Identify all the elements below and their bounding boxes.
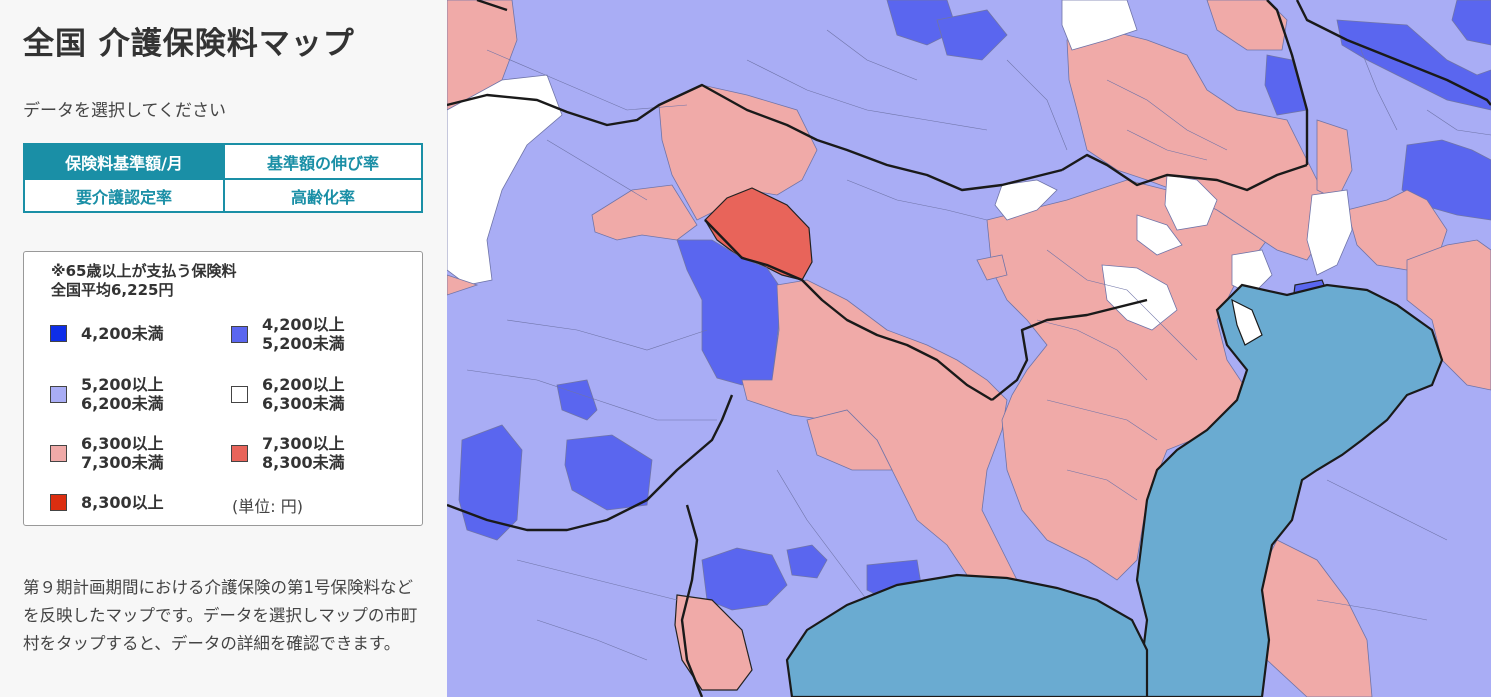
legend-item-label: 4,200未満 bbox=[81, 324, 164, 343]
municipality-region[interactable] bbox=[447, 274, 479, 296]
municipality-region[interactable] bbox=[1316, 119, 1353, 201]
legend-item: 4,200未満 bbox=[50, 324, 164, 343]
select-data-prompt: データを選択してください bbox=[23, 101, 226, 121]
legend-item-label: 6,300以上 7,300未満 bbox=[81, 434, 164, 472]
legend-swatch bbox=[50, 494, 67, 511]
municipality-region[interactable] bbox=[674, 594, 753, 691]
legend-item-label: 4,200以上 5,200未満 bbox=[262, 315, 345, 353]
municipality-region[interactable] bbox=[936, 9, 1008, 61]
municipality-region[interactable] bbox=[1061, 0, 1138, 51]
legend-swatch bbox=[50, 325, 67, 342]
municipality-region[interactable] bbox=[1066, 29, 1328, 261]
municipality-region[interactable] bbox=[806, 409, 893, 471]
sidebar: 全国 介護保険料マップ データを選択してください 保険料基準額/月 基準額の伸び… bbox=[0, 0, 447, 697]
municipality-region[interactable] bbox=[704, 187, 813, 281]
tokyo-bay bbox=[1135, 283, 1444, 697]
description: 第９期計画期間における介護保険の第1号保険料などを反映したマップです。データを選… bbox=[23, 578, 418, 653]
municipality-region[interactable] bbox=[1336, 19, 1491, 111]
municipality-region[interactable] bbox=[1264, 54, 1308, 116]
data-tabs: 保険料基準額/月 基準額の伸び率 要介護認定率 高齢化率 bbox=[23, 143, 423, 213]
legend-item: 5,200以上 6,200未満 bbox=[50, 375, 164, 413]
legend-swatch bbox=[231, 325, 248, 343]
municipality-region[interactable] bbox=[1346, 189, 1448, 271]
municipality-region[interactable] bbox=[786, 544, 828, 579]
legend-item-label: 5,200以上 6,200未満 bbox=[81, 375, 164, 413]
page-title: 全国 介護保険料マップ bbox=[23, 26, 355, 62]
municipality-region[interactable] bbox=[564, 434, 653, 511]
municipality-layer[interactable] bbox=[447, 0, 1491, 697]
tab-care-certification-rate[interactable]: 要介護認定率 bbox=[25, 178, 223, 211]
legend-item-label: 7,300以上 8,300未満 bbox=[262, 434, 345, 472]
legend-item: 6,200以上 6,300未満 bbox=[231, 375, 345, 413]
municipality-region[interactable] bbox=[658, 84, 818, 221]
tab-growth-rate[interactable]: 基準額の伸び率 bbox=[223, 145, 421, 178]
municipality-region[interactable] bbox=[1451, 0, 1491, 46]
map-canvas[interactable] bbox=[447, 0, 1491, 697]
legend-item-label: 6,200以上 6,300未満 bbox=[262, 375, 345, 413]
prefecture-borders bbox=[447, 0, 1491, 697]
legend-note-line2: 全国平均6,225円 bbox=[51, 281, 174, 299]
municipality-region[interactable] bbox=[1101, 264, 1178, 331]
municipality-region[interactable] bbox=[1231, 249, 1273, 296]
legend-swatch bbox=[231, 385, 248, 403]
legend: ※65歳以上が支払う保険料 全国平均6,225円 4,200未満 4,200以上… bbox=[23, 251, 423, 526]
legend-swatch bbox=[231, 444, 248, 462]
legend-item: 8,300以上 bbox=[50, 493, 164, 512]
municipality-region[interactable] bbox=[976, 254, 1008, 281]
reclaimed-land bbox=[1231, 298, 1263, 346]
legend-item: 7,300以上 8,300未満 bbox=[231, 434, 345, 472]
municipality-region[interactable] bbox=[1306, 189, 1353, 276]
municipality-region[interactable] bbox=[1136, 214, 1183, 256]
legend-item: 6,300以上 7,300未満 bbox=[50, 434, 164, 472]
municipality-region[interactable] bbox=[1406, 239, 1491, 391]
legend-swatch bbox=[50, 385, 67, 403]
municipality-region[interactable] bbox=[458, 424, 523, 541]
legend-item: 4,200以上 5,200未満 bbox=[231, 315, 345, 353]
legend-note: ※65歳以上が支払う保険料 全国平均6,225円 bbox=[51, 262, 236, 300]
legend-unit: (単位: 円) bbox=[232, 497, 303, 516]
tab-premium-base[interactable]: 保険料基準額/月 bbox=[25, 145, 223, 178]
municipality-region[interactable] bbox=[1164, 174, 1218, 231]
sagami-bay bbox=[785, 573, 1149, 697]
legend-swatch bbox=[50, 444, 67, 462]
tab-aging-rate[interactable]: 高齢化率 bbox=[223, 178, 421, 211]
municipality-region[interactable] bbox=[1206, 0, 1288, 51]
legend-note-line1: ※65歳以上が支払う保険料 bbox=[51, 262, 237, 280]
legend-item-label: 8,300以上 bbox=[81, 493, 164, 512]
municipality-region[interactable] bbox=[994, 179, 1058, 221]
choropleth-map[interactable] bbox=[447, 0, 1491, 697]
